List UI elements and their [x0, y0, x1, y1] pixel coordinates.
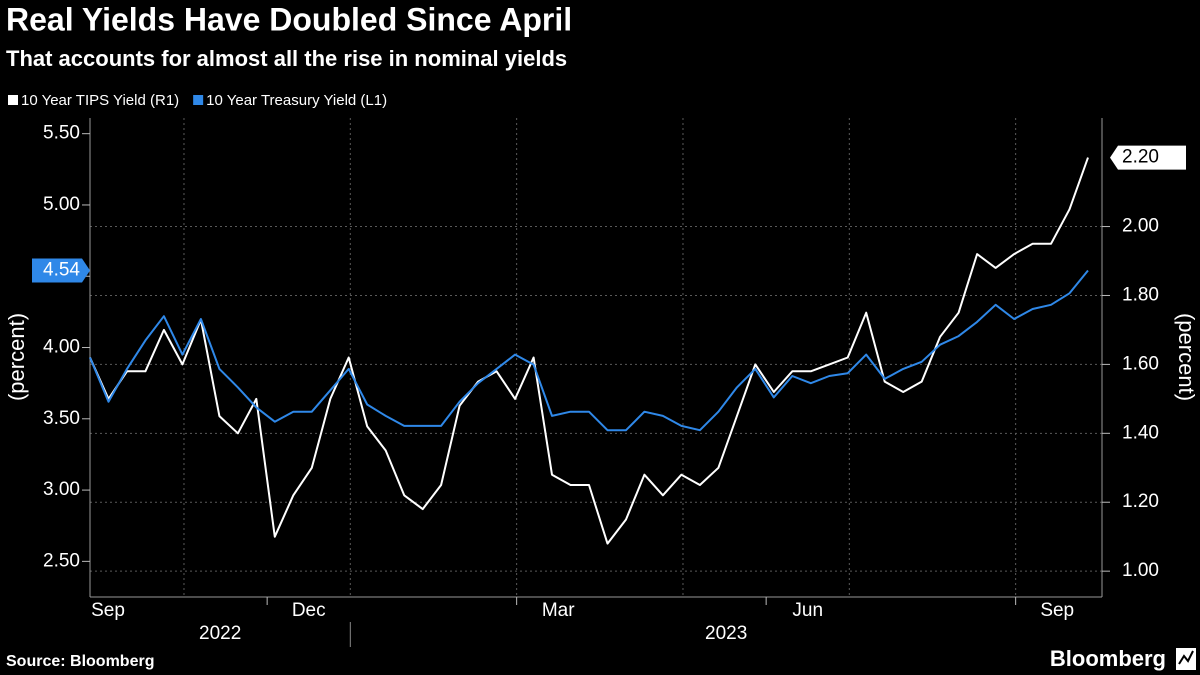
legend-label: 10 Year Treasury Yield (L1) [206, 92, 387, 109]
end-label-box [32, 258, 90, 283]
x-tick-label: Sep [1040, 600, 1074, 621]
end-label-text: 2.20 [1122, 147, 1159, 168]
source: Source: Bloomberg [6, 653, 154, 670]
series-line [89, 157, 1089, 545]
y-tick-label: 3.50 [43, 408, 80, 429]
x-tick-label: Sep [91, 600, 125, 621]
x-year-label: 2023 [705, 623, 747, 644]
end-label: 2.20 [1110, 145, 1186, 170]
x-tick-label: Dec [292, 600, 326, 621]
y-tick-label: 5.00 [43, 194, 80, 215]
y2-tick-label: 1.60 [1122, 353, 1159, 374]
x-tick-label: Jun [792, 600, 823, 621]
y2-tick-label: 1.40 [1122, 422, 1159, 443]
legend-label: 10 Year TIPS Yield (R1) [21, 92, 179, 109]
end-label: 4.54 [32, 258, 90, 283]
y-tick-label: 2.50 [43, 550, 80, 571]
brand: Bloomberg [1050, 646, 1166, 671]
chart-title: Real Yields Have Doubled Since April [6, 1, 572, 37]
x-tick-label: Mar [542, 600, 575, 621]
y2-tick-label: 1.00 [1122, 560, 1159, 581]
y-axis-label: (percent) [4, 313, 29, 401]
legend-swatch [8, 95, 18, 105]
y2-axis-label: (percent) [1174, 313, 1199, 401]
legend-swatch [193, 95, 204, 105]
chart-subtitle: That accounts for almost all the rise in… [6, 46, 567, 71]
y2-tick-label: 2.00 [1122, 216, 1159, 237]
brand-icon [1176, 648, 1196, 670]
series-line [89, 269, 1089, 432]
y-tick-label: 5.50 [43, 123, 80, 144]
y2-tick-label: 1.20 [1122, 491, 1159, 512]
y-tick-label: 4.00 [43, 337, 80, 358]
x-year-label: 2022 [199, 623, 241, 644]
y2-tick-label: 1.80 [1122, 284, 1159, 305]
end-label-box [1110, 145, 1186, 170]
y-tick-label: 3.00 [43, 479, 80, 500]
end-label-text: 4.54 [43, 260, 80, 281]
